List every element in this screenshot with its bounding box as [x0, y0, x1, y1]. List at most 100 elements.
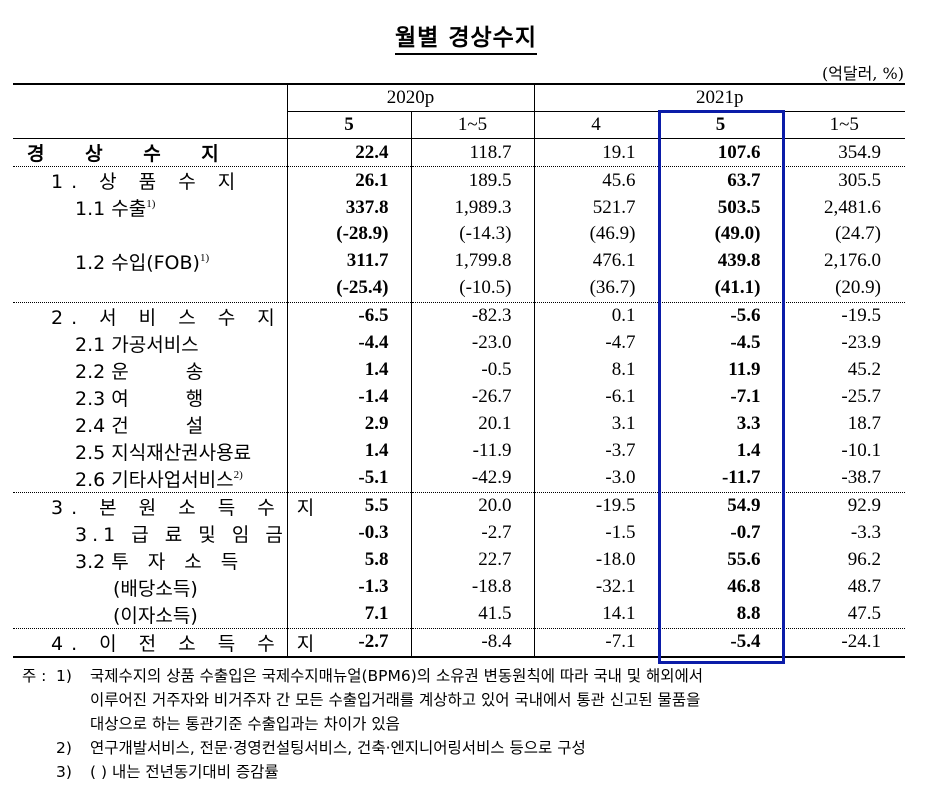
table-row-imports: 1.2 수입(FOB)1) 311.7 1,799.8 476.1 439.8 … — [13, 247, 905, 275]
cell: (49.0) — [657, 221, 783, 248]
cell: 22.7 — [410, 546, 534, 574]
row-label: 3. 본 원 소 득 수 지 — [51, 496, 323, 519]
footnote-1: 주 : 1) 국제수지의 상품 수출입은 국제수지매뉴얼(BPM6)의 소유권 … — [22, 664, 912, 688]
cell: -26.7 — [410, 383, 534, 411]
header-2021-jan-may: 1~5 — [782, 111, 905, 139]
cell: (-28.9) — [286, 221, 411, 248]
cell: 92.9 — [782, 492, 905, 520]
cell: 20.1 — [410, 410, 534, 438]
table-row-processing-services: 2.1 가공서비스 -4.4 -23.0 -4.7 -4.5 -23.9 — [13, 329, 905, 357]
cell: (20.9) — [782, 274, 905, 303]
row-label: 1.1 수출1) — [13, 194, 287, 221]
footnote-number: 3) — [56, 763, 72, 781]
footnote-text: 이루어진 거주자와 비거주자 간 모든 수출입거래를 계상하고 있어 국내에서 … — [90, 691, 701, 709]
header-group-row: 2020p 2021p — [13, 83, 905, 139]
header-2020-jan-may: 1~5 — [410, 111, 534, 139]
row-label: 3.1 급 료 및 임 금 — [75, 523, 288, 546]
table-row-exports-growth: (-28.9) (-14.3) (46.9) (49.0) (24.7) — [13, 221, 905, 248]
footnote-text: 연구개발서비스, 전문·경영컨설팅서비스, 건축·엔지니어링서비스 등으로 구성 — [90, 739, 586, 757]
cell: 5.8 — [286, 546, 411, 574]
cell: -19.5 — [782, 302, 905, 330]
table-row-dividend-income: (배당소득) -1.3 -18.8 -32.1 46.8 48.7 — [13, 573, 905, 601]
cell: 1.4 — [286, 437, 411, 465]
row-label: 1.2 수입(FOB)1) — [13, 248, 287, 275]
cell: 2,481.6 — [782, 194, 905, 221]
spacer — [22, 760, 56, 784]
cell: 11.9 — [657, 356, 783, 384]
cell: -0.5 — [410, 356, 534, 384]
cell: -10.1 — [782, 437, 905, 465]
cell: 337.8 — [286, 194, 411, 221]
cell: 3.3 — [657, 410, 783, 438]
cell: -23.0 — [410, 329, 534, 357]
cell: 503.5 — [657, 194, 783, 221]
table-row-goods: 1. 상 품 수 지 26.1 189.5 45.6 63.7 305.5 — [13, 166, 905, 194]
row-label: 2.6 기타사업서비스2) — [13, 464, 287, 493]
cell: 45.6 — [533, 166, 658, 194]
cell: 118.7 — [410, 138, 534, 167]
cell: 107.6 — [657, 138, 783, 167]
cell: 521.7 — [533, 194, 658, 221]
cell: 18.7 — [782, 410, 905, 438]
table-row-exports: 1.1 수출1) 337.8 1,989.3 521.7 503.5 2,481… — [13, 194, 905, 221]
footnote-ref: 1) — [199, 251, 210, 264]
cell: (-10.5) — [410, 274, 534, 303]
cell: 96.2 — [782, 546, 905, 574]
title-text: 월별 경상수지 — [395, 25, 537, 55]
cell: 439.8 — [657, 247, 783, 275]
row-label: 4. 이 전 소 득 수 지 — [13, 628, 314, 658]
cell: 63.7 — [657, 166, 783, 194]
table-row-compensation: 3.1 급 료 및 임 금 -0.3 -2.7 -1.5 -0.7 -3.3 — [13, 519, 905, 547]
row-label: (배당소득) — [113, 577, 198, 600]
cell: -2.7 — [286, 628, 411, 658]
cell: -3.0 — [533, 464, 658, 493]
cell: -4.4 — [286, 329, 411, 357]
stub-header — [13, 83, 287, 139]
cell: -18.8 — [410, 573, 534, 601]
cell: 22.4 — [286, 138, 411, 167]
table-row-ip-charges: 2.5 지식재산권사용료 1.4 -11.9 -3.7 1.4 -10.1 — [13, 437, 905, 465]
unit-label: (억달러, %) — [821, 64, 904, 83]
footnote-ref: 1) — [146, 198, 156, 210]
cell: (36.7) — [533, 274, 658, 303]
cell: 46.8 — [657, 573, 783, 601]
table-row-current-account: 경 상 수 지 22.4 118.7 19.1 107.6 354.9 — [13, 138, 905, 167]
cell: -2.7 — [410, 519, 534, 547]
table-row-imports-growth: (-25.4) (-10.5) (36.7) (41.1) (20.9) — [13, 274, 905, 303]
cell: -6.1 — [533, 383, 658, 411]
header-2021-apr: 4 — [533, 111, 658, 139]
cell: 48.7 — [782, 573, 905, 601]
cell: -18.0 — [533, 546, 658, 574]
cell: 14.1 — [533, 600, 658, 629]
spacer — [56, 688, 90, 712]
cell: -5.1 — [286, 464, 411, 493]
cell: 0.1 — [533, 302, 658, 330]
cell: -11.9 — [410, 437, 534, 465]
header-2021-may: 5 — [657, 111, 783, 139]
header-group-2020: 2020p — [286, 83, 534, 112]
cell: 54.9 — [657, 492, 783, 520]
cell: 47.5 — [782, 600, 905, 629]
cell: 55.6 — [657, 546, 783, 574]
footnote-number: 1) — [56, 667, 72, 685]
row-label: 1. 상 품 수 지 — [51, 171, 244, 193]
table-row-transport: 2.2 운 송 1.4 -0.5 8.1 11.9 45.2 — [13, 356, 905, 384]
cell: -19.5 — [533, 492, 658, 520]
spacer — [22, 736, 56, 760]
cell: (-25.4) — [286, 274, 411, 303]
footnote-2: 2) 연구개발서비스, 전문·경영컨설팅서비스, 건축·엔지니어링서비스 등으로… — [22, 736, 912, 760]
row-label-text: 2.6 기타사업서비스 — [75, 468, 234, 491]
header-2020-may: 5 — [286, 111, 411, 139]
cell: (41.1) — [657, 274, 783, 303]
current-account-table: 2020p 2021p 5 1~5 4 5 1~5 경 상 수 지 22.4 1… — [13, 83, 905, 658]
spacer — [56, 712, 90, 736]
row-label: 2.3 여 행 — [75, 387, 204, 410]
footnote-text: ( ) 내는 전년동기대비 증감률 — [90, 763, 279, 781]
footnotes: 주 : 1) 국제수지의 상품 수출입은 국제수지매뉴얼(BPM6)의 소유권 … — [22, 664, 912, 784]
cell: -1.5 — [533, 519, 658, 547]
cell: 45.2 — [782, 356, 905, 384]
cell: 5.5 — [286, 492, 411, 520]
table-row-travel: 2.3 여 행 -1.4 -26.7 -6.1 -7.1 -25.7 — [13, 383, 905, 411]
cell: 1,989.3 — [410, 194, 534, 221]
row-label-text: 1.2 수입(FOB) — [75, 251, 200, 274]
